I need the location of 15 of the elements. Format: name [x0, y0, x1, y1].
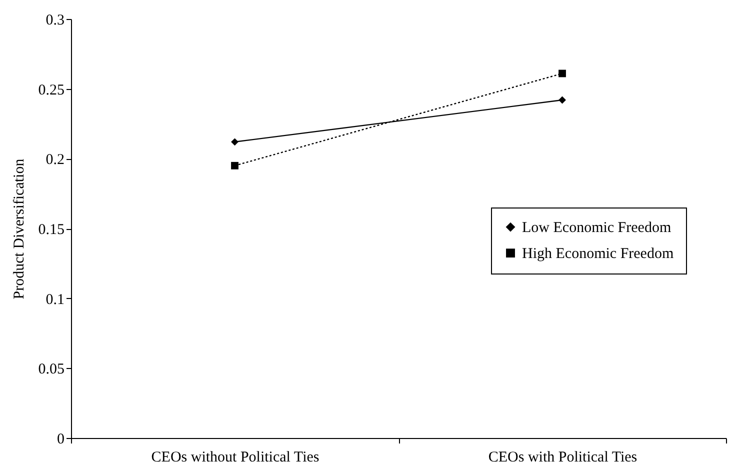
y-tick-label: 0.05: [38, 362, 64, 378]
point: [231, 138, 238, 146]
y-axis-title: Product Diversification: [11, 158, 28, 300]
x-tick-label: CEOs with Political Ties: [488, 450, 638, 466]
y-tick-label: 0: [57, 432, 64, 448]
legend-label: Low Economic Freedom: [522, 220, 672, 236]
x-tick-label: CEOs without Political Ties: [151, 450, 320, 466]
y-tick-label: 0.1: [46, 292, 64, 308]
y-tick-label: 0.3: [46, 12, 64, 28]
y-tick-label: 0.15: [38, 222, 64, 238]
legend-label: High Economic Freedom: [522, 246, 674, 262]
point: [558, 70, 566, 78]
y-tick-label: 0.2: [46, 152, 64, 168]
point: [231, 162, 238, 170]
y-tick-label: 0.25: [38, 82, 64, 98]
